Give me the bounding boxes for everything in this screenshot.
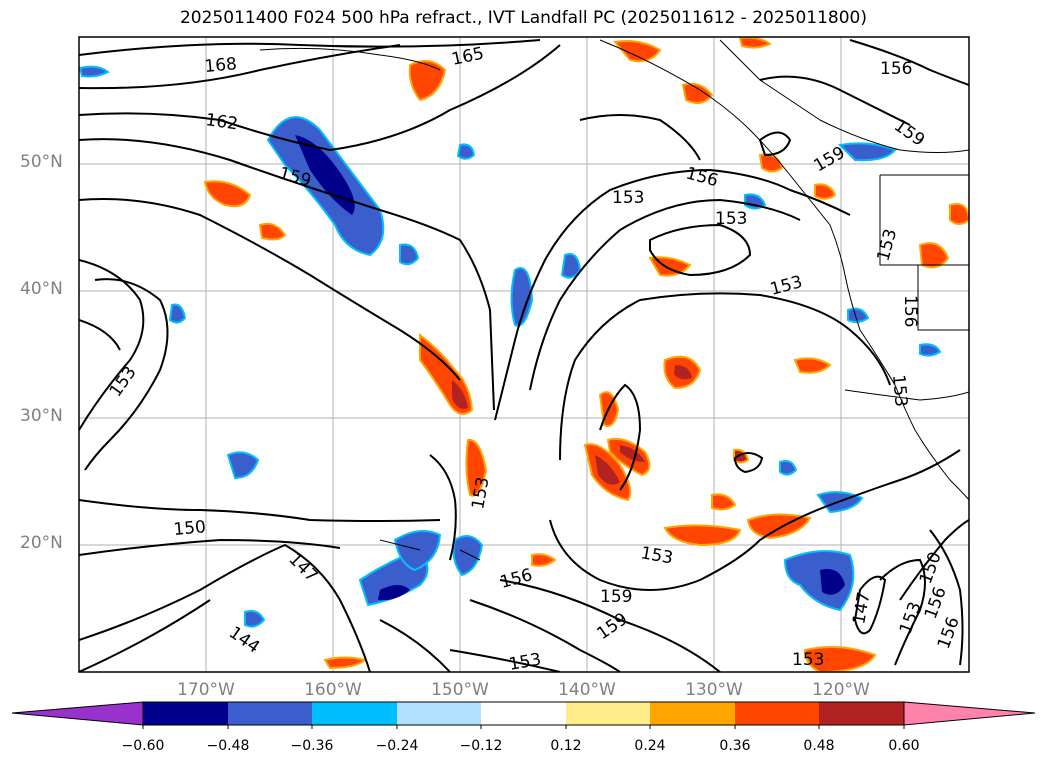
colorbar-label: −0.48 [206,738,250,754]
lat-label-20n: 20°N [20,533,63,553]
colorbar [11,701,1036,729]
colorbar-extend-low [11,701,144,726]
negative-pc-shading [79,65,942,628]
lat-label-50n: 50°N [20,152,63,172]
colorbar-segment [650,702,735,725]
colorbar-segment [566,702,650,725]
contour-label: 159 [600,587,632,607]
colorbar-label: 0.48 [803,738,835,754]
colorbar-label: −0.36 [290,738,334,754]
lat-label-40n: 40°N [20,279,63,299]
contour-label: 153 [612,188,644,208]
contour-label: 153 [507,650,542,675]
colorbar-label: 0.36 [719,738,751,754]
colorbar-segment [481,702,566,725]
contour-label: 153 [792,650,824,670]
lon-label-140w: 140°W [558,680,616,700]
contour-label: 168 [204,54,238,77]
map-title: 2025011400 F024 500 hPa refract., IVT La… [179,8,867,28]
colorbar-segment [143,702,228,725]
gridlines [79,37,969,672]
colorbar-label: 0.24 [634,738,666,754]
coastlines [259,39,969,561]
colorbar-label: −0.12 [459,738,503,754]
colorbar-label: −0.24 [375,738,419,754]
contour-label: 162 [204,110,239,134]
lon-label-120w: 120°W [812,680,870,700]
colorbar-segment [735,702,819,725]
colorbar-label: −0.60 [121,738,165,754]
lon-label-170w: 170°W [177,680,235,700]
contour-label: 156 [900,295,920,327]
contour-label: 153 [715,209,747,229]
lon-label-150w: 150°W [431,680,489,700]
contour-label: 156 [880,59,912,79]
lon-label-130w: 130°W [685,680,743,700]
lon-label-160w: 160°W [304,680,362,700]
colorbar-segment [819,702,904,725]
contour-label: 153 [888,374,911,408]
colorbar-segment [397,702,481,725]
colorbar-segment [228,702,312,725]
colorbar-label: 0.60 [888,738,920,754]
refractivity-contours [79,39,969,672]
colorbar-label: 0.12 [550,738,582,754]
contour-label: 150 [173,517,207,540]
map-panel: 168 165 162 159 159 156 156 159 153 153 … [78,36,970,675]
lat-label-30n: 30°N [20,406,63,426]
colorbar-segment [312,702,397,725]
colorbar-extend-high [903,701,1036,726]
